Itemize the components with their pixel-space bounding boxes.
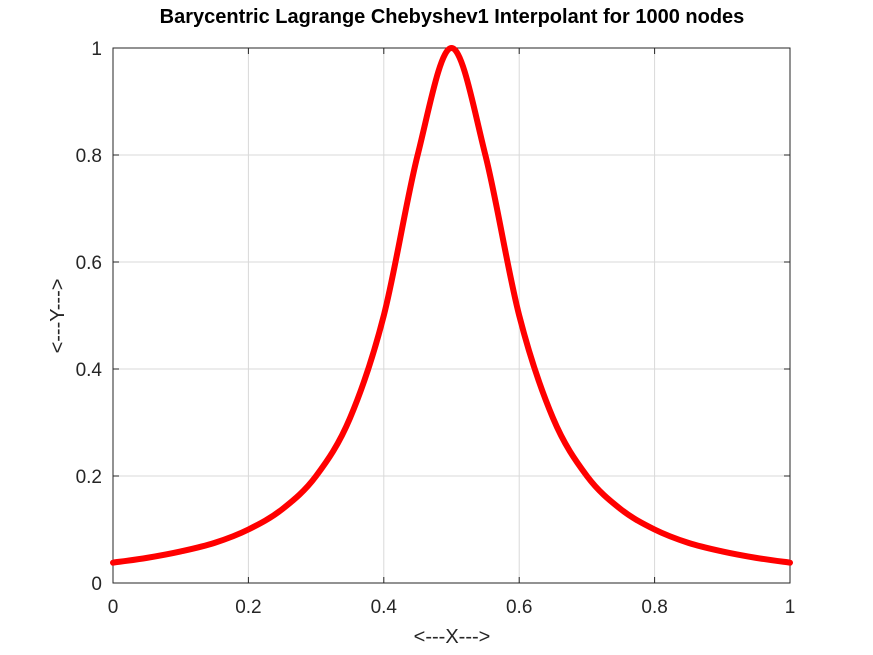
y-tick-label: 0.4 (76, 360, 103, 381)
x-tick-label: 0 (108, 597, 119, 618)
axes (112, 47, 791, 584)
plot-frame (112, 47, 791, 584)
x-tick-label: 0.4 (371, 597, 398, 618)
y-axis-label: <---Y---> (47, 279, 69, 354)
x-tick-label: 0.8 (641, 597, 667, 618)
x-tick-label: 1 (785, 597, 796, 618)
ticks: 0 0.2 0.4 0.6 0.8 1 0 0.2 0.4 0.6 0.8 1 (76, 39, 796, 618)
y-tick-label: 1 (91, 39, 102, 60)
x-tick-label: 0.2 (235, 597, 261, 618)
x-tick-label: 0.6 (506, 597, 532, 618)
y-tick-label: 0.2 (76, 467, 102, 488)
grid (112, 47, 791, 584)
series-group (110, 45, 793, 566)
x-axis-label: <---X---> (414, 626, 491, 648)
chart-title: Barycentric Lagrange Chebyshev1 Interpol… (160, 6, 745, 28)
y-tick-label: 0.6 (76, 253, 102, 274)
y-tick-label: 0.8 (76, 146, 102, 167)
series-line (110, 45, 793, 566)
y-tick-label: 0 (91, 574, 102, 595)
